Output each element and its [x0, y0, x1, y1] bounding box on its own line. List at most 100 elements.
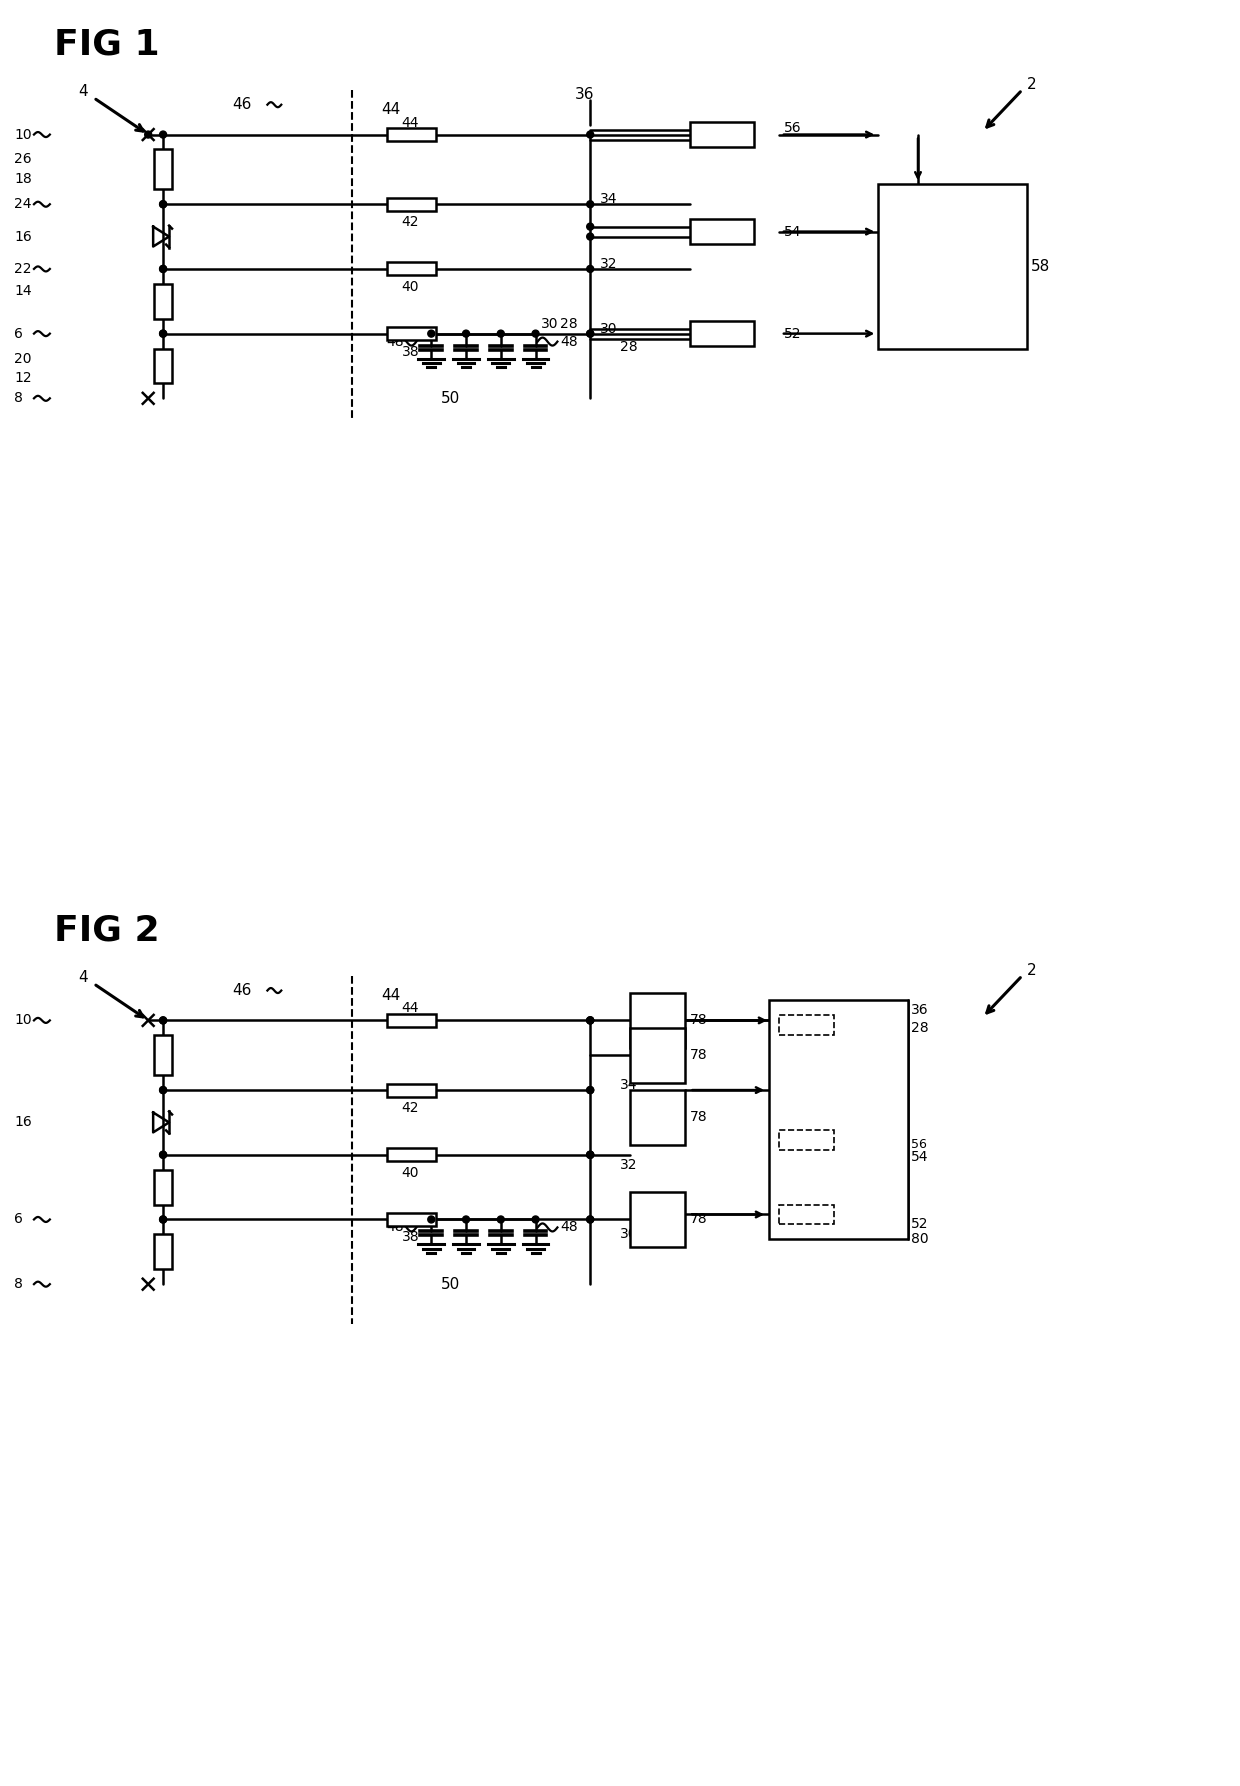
Circle shape	[587, 266, 594, 273]
Text: FIG 1: FIG 1	[53, 29, 160, 63]
Text: 4: 4	[78, 970, 88, 986]
Circle shape	[463, 330, 470, 338]
Text: 16: 16	[14, 230, 32, 243]
Circle shape	[160, 1016, 166, 1023]
Text: 46: 46	[233, 96, 252, 113]
Text: 52: 52	[842, 1207, 859, 1222]
Text: 18: 18	[14, 171, 32, 186]
Bar	[769, 1000, 908, 1239]
Text: 38: 38	[402, 1231, 419, 1245]
Circle shape	[587, 330, 594, 338]
Circle shape	[587, 330, 594, 338]
Bar	[387, 129, 436, 141]
Text: 26: 26	[14, 152, 32, 166]
Text: 2: 2	[1027, 77, 1037, 93]
Text: 28: 28	[560, 316, 578, 330]
Bar	[630, 1191, 684, 1247]
Text: 36: 36	[911, 1004, 929, 1018]
Bar	[387, 198, 436, 211]
Circle shape	[463, 1216, 470, 1223]
Bar	[630, 993, 684, 1048]
Text: 56: 56	[911, 1138, 928, 1152]
Bar	[779, 1204, 833, 1225]
Text: 48: 48	[387, 334, 404, 348]
Circle shape	[160, 1216, 166, 1223]
Text: 50: 50	[441, 391, 460, 405]
Circle shape	[587, 1016, 594, 1023]
Text: 10: 10	[14, 1013, 32, 1027]
Circle shape	[532, 1216, 539, 1223]
Text: 44: 44	[382, 988, 401, 1004]
Bar	[154, 284, 172, 318]
Circle shape	[587, 1216, 594, 1223]
Text: 58: 58	[1032, 259, 1050, 273]
Bar	[154, 348, 172, 384]
Text: 8: 8	[14, 1277, 24, 1291]
Text: 34: 34	[620, 1079, 637, 1091]
Text: 50: 50	[441, 1277, 460, 1291]
Circle shape	[160, 1086, 166, 1093]
Text: 20: 20	[14, 352, 31, 366]
Bar	[630, 1029, 684, 1082]
Circle shape	[160, 266, 166, 273]
Circle shape	[160, 1086, 166, 1093]
Text: 40: 40	[402, 280, 419, 295]
Bar	[779, 1131, 833, 1150]
Circle shape	[587, 1086, 594, 1093]
Circle shape	[587, 200, 594, 207]
Text: 48: 48	[387, 1220, 404, 1234]
Text: 30: 30	[541, 316, 558, 330]
Circle shape	[428, 1216, 435, 1223]
Circle shape	[160, 1016, 166, 1023]
Text: 38: 38	[402, 345, 419, 359]
Text: 44: 44	[382, 102, 401, 118]
Text: 6: 6	[14, 1213, 24, 1227]
Text: 48: 48	[560, 1220, 578, 1234]
Text: 12: 12	[14, 371, 32, 386]
Text: 32: 32	[600, 257, 618, 271]
Text: 30: 30	[620, 1227, 637, 1241]
Text: 78: 78	[689, 1013, 707, 1027]
Bar	[387, 1084, 436, 1097]
Circle shape	[160, 200, 166, 207]
Bar	[689, 321, 754, 346]
Text: 6: 6	[14, 327, 24, 341]
Text: 54: 54	[784, 225, 801, 239]
Bar	[387, 327, 436, 339]
Text: 24: 24	[14, 196, 31, 211]
Circle shape	[587, 130, 594, 138]
Circle shape	[160, 1152, 166, 1159]
Text: 42: 42	[402, 1100, 419, 1114]
Text: 54: 54	[911, 1150, 929, 1164]
Bar	[154, 1234, 172, 1270]
Circle shape	[587, 1216, 594, 1223]
Circle shape	[587, 1152, 594, 1159]
Text: 48: 48	[560, 334, 578, 348]
Text: 16: 16	[14, 1116, 32, 1129]
Text: 78: 78	[689, 1048, 707, 1063]
Text: 32: 32	[620, 1157, 637, 1172]
Text: 22: 22	[14, 263, 31, 275]
Circle shape	[160, 200, 166, 207]
Circle shape	[160, 266, 166, 273]
Text: 56: 56	[842, 1018, 859, 1032]
Circle shape	[587, 1152, 594, 1159]
Text: 30: 30	[600, 321, 618, 336]
Circle shape	[587, 1152, 594, 1159]
Bar	[154, 150, 172, 189]
Text: 44: 44	[402, 1002, 419, 1016]
Text: 54: 54	[842, 1132, 859, 1147]
Circle shape	[497, 330, 505, 338]
Circle shape	[497, 1216, 505, 1223]
Text: 44: 44	[402, 116, 419, 130]
Bar	[878, 184, 1027, 348]
Bar	[387, 1148, 436, 1161]
Bar	[779, 1016, 833, 1036]
Bar	[689, 121, 754, 146]
Text: 8: 8	[14, 391, 24, 405]
Bar	[689, 220, 754, 245]
Bar	[630, 1089, 684, 1145]
Bar	[154, 1036, 172, 1075]
Text: 56: 56	[784, 121, 801, 134]
Text: 28: 28	[911, 1022, 929, 1036]
